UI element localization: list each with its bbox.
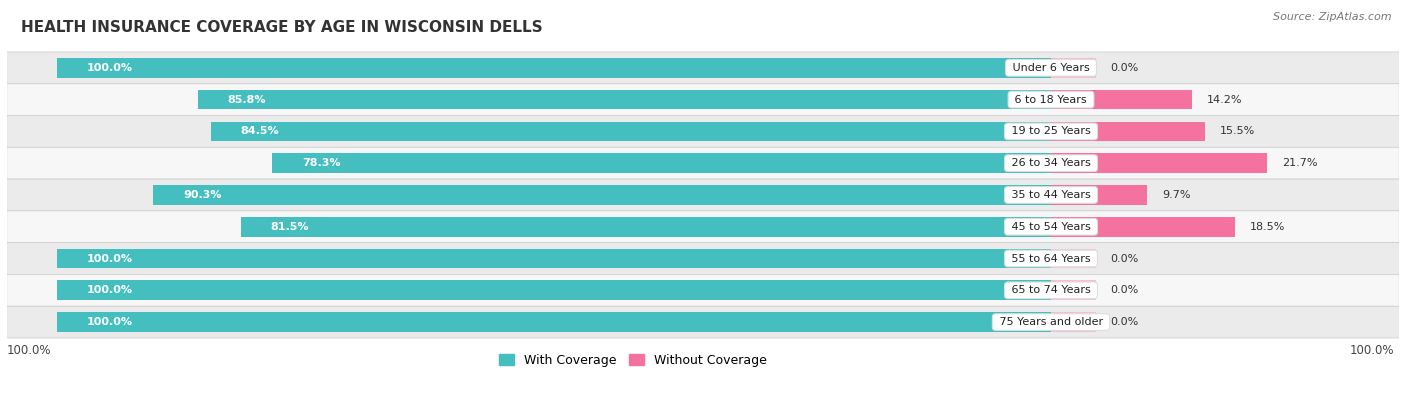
Text: 100.0%: 100.0% [1350,344,1395,357]
Text: 84.5%: 84.5% [240,127,280,137]
Text: 100.0%: 100.0% [7,344,52,357]
FancyBboxPatch shape [7,84,1399,115]
Text: 0.0%: 0.0% [1111,254,1139,264]
Text: 18.5%: 18.5% [1250,222,1285,232]
Text: 100.0%: 100.0% [87,254,132,264]
Bar [1052,249,1095,269]
FancyBboxPatch shape [7,115,1399,147]
Text: 100.0%: 100.0% [87,286,132,295]
Bar [1052,153,1267,173]
Text: 75 Years and older: 75 Years and older [995,317,1107,327]
Bar [1052,281,1095,300]
Bar [56,249,1052,269]
FancyBboxPatch shape [7,243,1399,274]
Text: 100.0%: 100.0% [87,63,132,73]
FancyBboxPatch shape [7,179,1399,211]
Text: Source: ZipAtlas.com: Source: ZipAtlas.com [1274,12,1392,22]
Text: Under 6 Years: Under 6 Years [1010,63,1092,73]
Bar [198,90,1052,110]
Legend: With Coverage, Without Coverage: With Coverage, Without Coverage [495,349,772,372]
Text: 45 to 54 Years: 45 to 54 Years [1008,222,1094,232]
Text: 35 to 44 Years: 35 to 44 Years [1008,190,1094,200]
Text: 85.8%: 85.8% [228,95,266,105]
FancyBboxPatch shape [7,52,1399,84]
Text: 55 to 64 Years: 55 to 64 Years [1008,254,1094,264]
Text: 81.5%: 81.5% [270,222,309,232]
Text: HEALTH INSURANCE COVERAGE BY AGE IN WISCONSIN DELLS: HEALTH INSURANCE COVERAGE BY AGE IN WISC… [21,20,543,35]
Text: 6 to 18 Years: 6 to 18 Years [1011,95,1091,105]
Bar [240,217,1052,237]
FancyBboxPatch shape [7,147,1399,179]
Text: 14.2%: 14.2% [1208,95,1243,105]
Text: 9.7%: 9.7% [1163,190,1191,200]
Bar [56,312,1052,332]
FancyBboxPatch shape [7,211,1399,243]
Bar [1052,312,1095,332]
Text: 19 to 25 Years: 19 to 25 Years [1008,127,1094,137]
FancyBboxPatch shape [7,306,1399,338]
Bar [211,122,1052,141]
Text: 15.5%: 15.5% [1220,127,1256,137]
Text: 0.0%: 0.0% [1111,286,1139,295]
Text: 21.7%: 21.7% [1282,158,1317,168]
Text: 0.0%: 0.0% [1111,317,1139,327]
Bar [273,153,1052,173]
Bar [1052,122,1205,141]
Text: 78.3%: 78.3% [302,158,340,168]
Bar [153,185,1052,205]
Text: 65 to 74 Years: 65 to 74 Years [1008,286,1094,295]
Text: 26 to 34 Years: 26 to 34 Years [1008,158,1094,168]
Bar [1052,185,1147,205]
Text: 100.0%: 100.0% [87,317,132,327]
Bar [1052,58,1095,78]
Bar [56,281,1052,300]
Text: 0.0%: 0.0% [1111,63,1139,73]
Bar [1052,217,1234,237]
Bar [1052,90,1192,110]
Text: 90.3%: 90.3% [183,190,222,200]
FancyBboxPatch shape [7,274,1399,306]
Bar [56,58,1052,78]
